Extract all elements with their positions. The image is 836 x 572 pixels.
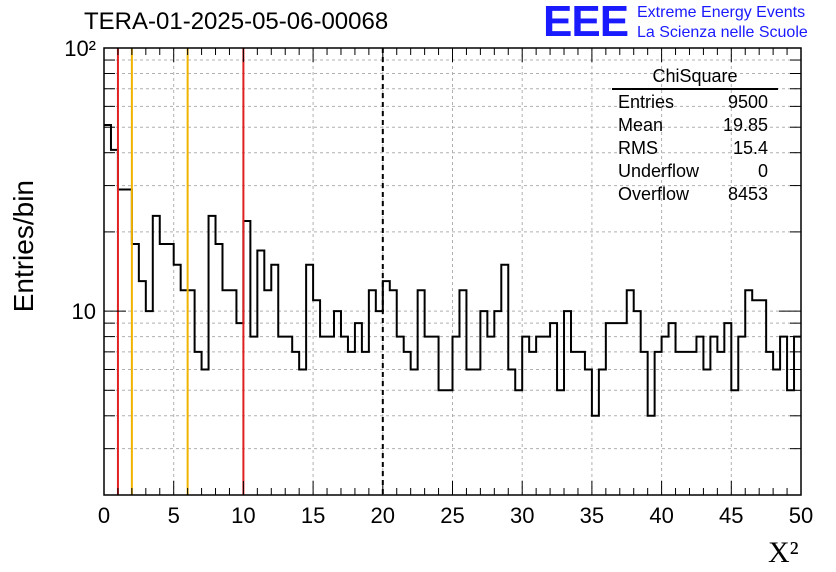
logo-text-line1: Extreme Energy Events [637,4,806,21]
x-tick-label: 10 [231,503,255,528]
chart-title: TERA-01-2025-05-06-00068 [84,8,389,35]
stats-row: Overflow 8453 [612,183,778,206]
stats-value: 15.4 [732,138,768,158]
stats-label: Entries [618,92,675,112]
x-tick-label: 45 [719,503,743,528]
stats-box-title: ChiSquare [612,66,778,90]
x-tick-label: 40 [649,503,673,528]
eee-logo: EEE [543,0,629,46]
stats-label: Overflow [618,184,690,204]
stats-row: Underflow 0 [612,160,778,183]
y-tick-label: 10² [64,36,96,61]
stats-row: RMS 15.4 [612,137,778,160]
x-tick-label: 5 [168,503,180,528]
x-tick-label: 35 [580,503,604,528]
stats-value: 19.85 [722,115,768,135]
y-axis-label-wrap: Entries/bin [8,180,42,320]
stats-value: 9500 [727,92,768,112]
stats-value: 0 [757,161,768,181]
x-tick-label: 30 [510,503,534,528]
stats-row: Entries 9500 [612,91,778,114]
stats-label: Mean [618,115,664,135]
stats-label: Underflow [618,161,700,181]
x-tick-label: 0 [98,503,110,528]
stats-value: 8453 [727,184,768,204]
logo-text-line2: La Scienza nelle Scuole [637,24,808,41]
stats-box: ChiSquare Entries 9500 Mean 19.85 RMS 15… [612,66,778,206]
stats-row: Mean 19.85 [612,114,778,137]
histogram-series-line [104,123,801,417]
y-tick-label: 10 [72,299,96,324]
y-axis-label: Entries/bin [8,180,39,313]
x-tick-label: 15 [301,503,325,528]
stats-label: RMS [618,138,658,158]
x-tick-label: 20 [371,503,395,528]
x-tick-label: 25 [440,503,464,528]
x-tick-label: 50 [789,503,813,528]
x-axis-label: X² [768,536,799,569]
